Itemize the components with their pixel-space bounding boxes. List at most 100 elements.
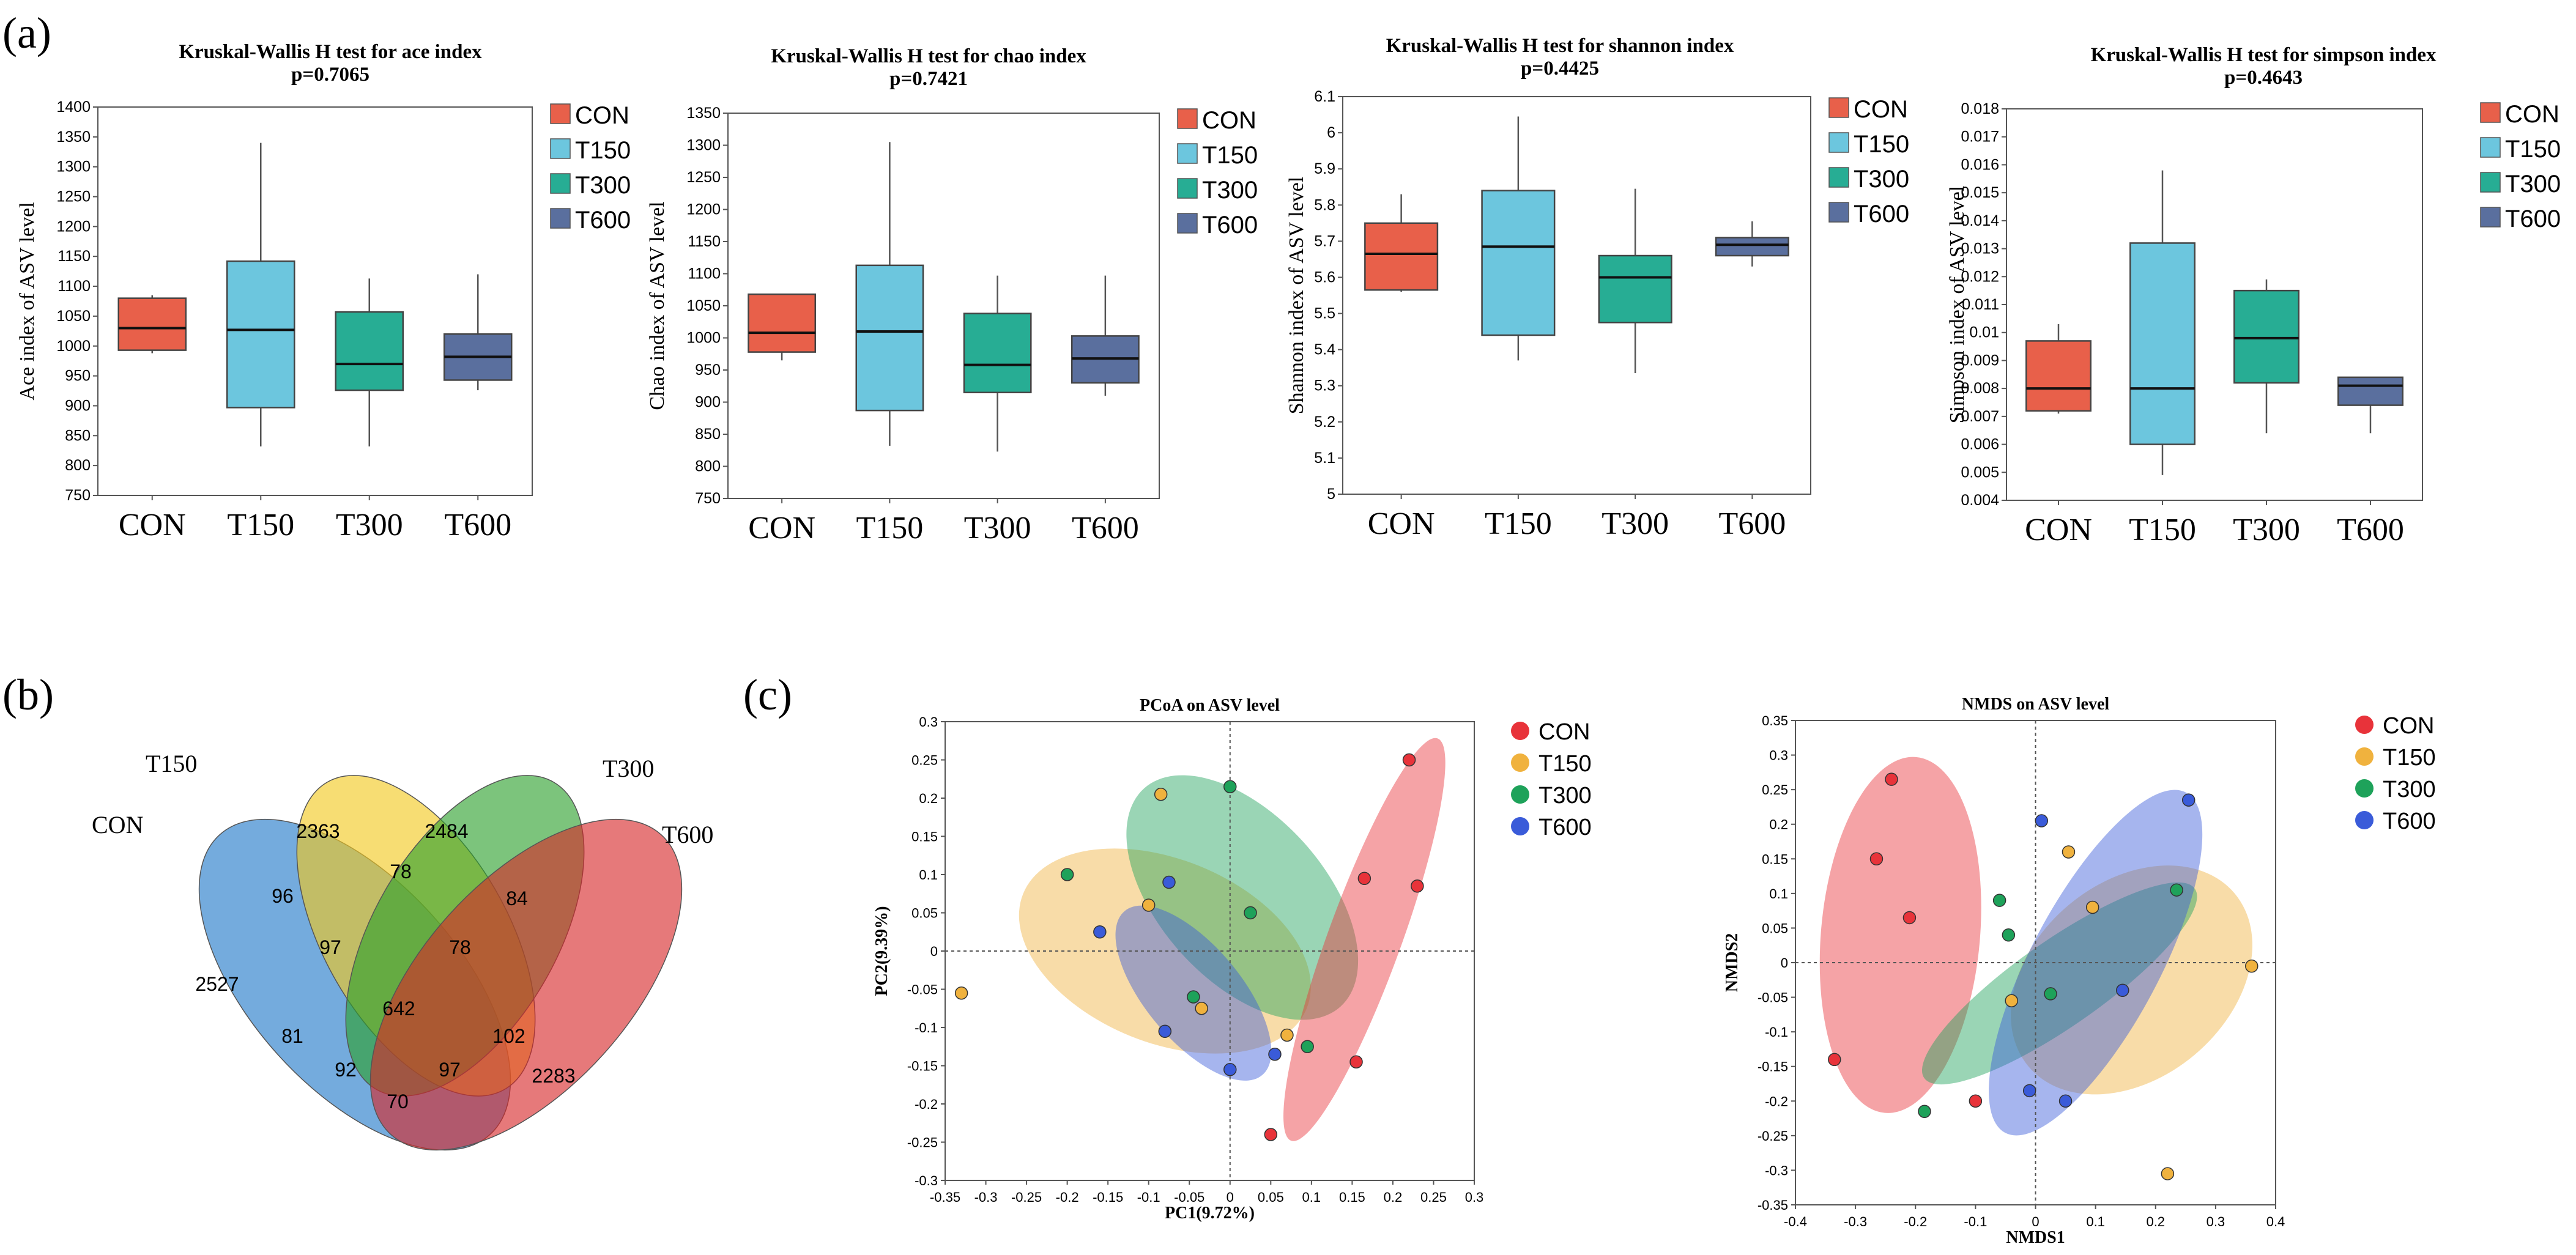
x-tick-label: -0.25	[1011, 1190, 1042, 1205]
x-tick-label: 0.05	[1258, 1190, 1284, 1205]
legend-label: T300	[1854, 166, 1909, 193]
venn-count: 2527	[195, 973, 239, 995]
confidence-ellipse-con	[1283, 738, 1446, 1141]
box-t150	[226, 260, 295, 409]
legend-swatch-con	[2480, 102, 2501, 123]
y-axis-label: PC2(9.39%)	[872, 906, 891, 996]
y-axis-label: Chao index of ASV level	[646, 201, 669, 410]
x-tick-label: T300	[336, 508, 403, 542]
y-tick-label: -0.25	[907, 1135, 938, 1150]
venn-set-label: T600	[662, 821, 713, 848]
y-tick-label: 900	[65, 397, 91, 414]
data-point-t300	[2044, 987, 2057, 1001]
y-tick-label: 1150	[58, 248, 91, 265]
confidence-ellipse-t300	[1921, 882, 2197, 1085]
data-point-t300	[1992, 894, 2006, 907]
chart-title: Kruskal-Wallis H test for chao index	[771, 45, 1086, 67]
x-tick-label: T150	[227, 508, 294, 542]
y-tick-label: 0.05	[1762, 920, 1788, 936]
x-axis-label: NMDS1	[2006, 1228, 2065, 1247]
x-tick-label: -0.2	[1904, 1214, 1927, 1229]
y-tick-label: 800	[65, 457, 91, 474]
legend-swatch-con	[1177, 108, 1198, 129]
x-tick-label: 0.15	[1339, 1190, 1365, 1205]
y-tick-label: 5.7	[1314, 232, 1335, 250]
data-point-t600	[1093, 925, 1107, 939]
data-point-t600	[2058, 1094, 2073, 1108]
chart-title: Kruskal-Wallis H test for ace index	[179, 41, 482, 63]
y-axis-label: NMDS2	[1723, 933, 1742, 992]
y-tick-label: 0.3	[919, 714, 938, 730]
y-tick-label: 750	[695, 490, 721, 507]
data-point-t600	[1162, 875, 1176, 889]
x-tick-label: T150	[856, 511, 923, 546]
legend-label: T600	[1202, 212, 1258, 239]
x-tick-label: -0.3	[974, 1190, 998, 1205]
venn-count: 2484	[425, 820, 468, 842]
y-tick-label: 1000	[56, 338, 91, 355]
legend-label: CON	[575, 102, 629, 129]
legend-marker-t150	[2355, 747, 2374, 766]
y-tick-label: -0.35	[1758, 1198, 1788, 1213]
x-tick-label: CON	[1368, 506, 1435, 541]
y-tick-label: 0.35	[1762, 713, 1788, 728]
y-tick-label: 1250	[56, 188, 91, 205]
legend-marker-con	[1511, 722, 1529, 740]
x-tick-label: T300	[1602, 506, 1669, 541]
box-t300	[335, 311, 404, 391]
legend-marker-t300	[1511, 785, 1529, 804]
y-tick-label: 0.007	[1961, 408, 1999, 425]
legend-swatch-con	[550, 103, 571, 124]
y-tick-label: 0.25	[911, 753, 938, 768]
y-tick-label: 0.1	[919, 867, 938, 883]
data-point-t150	[2062, 845, 2076, 859]
legend-label: CON	[1539, 719, 1590, 745]
y-tick-label: -0.2	[1765, 1094, 1788, 1109]
y-tick-label: 0.005	[1961, 464, 1999, 481]
data-point-t150	[2245, 959, 2259, 973]
y-tick-label: 1050	[686, 297, 721, 314]
x-tick-label: 0.2	[1384, 1190, 1403, 1205]
y-tick-label: 5.8	[1314, 196, 1335, 213]
venn-count: 2363	[296, 820, 340, 842]
x-tick-label: -0.4	[1784, 1214, 1807, 1229]
venn-count: 642	[382, 998, 415, 1020]
legend-swatch-t600	[550, 208, 571, 229]
x-tick-label: 0.3	[1465, 1190, 1484, 1205]
box-con	[748, 293, 817, 353]
nmds-plot: NMDS on ASV level -0.4 -0.3 -0.2 -0.1 0 0.1 0.2…	[1723, 695, 2436, 1247]
data-point-t600	[2181, 793, 2196, 807]
data-point-t150	[1154, 788, 1168, 801]
venn-set-t600	[369, 818, 683, 1151]
venn-set-label: T150	[146, 750, 197, 777]
simpson-index-boxplot: Kruskal-Wallis H test for simpson indexp…	[1946, 44, 2561, 547]
y-axis-label: Ace index of ASV level	[16, 202, 39, 400]
y-tick-label: 0	[1781, 955, 1788, 971]
y-tick-label: -0.3	[1765, 1163, 1788, 1178]
data-point-con	[1264, 1128, 1278, 1141]
legend-swatch-con	[1828, 97, 1849, 118]
y-tick-label: 0.009	[1961, 352, 1999, 369]
panel-label-a: (a)	[2, 9, 51, 57]
y-tick-label: 900	[695, 394, 721, 411]
legend-label: T300	[2505, 171, 2561, 198]
legend-label: T150	[2505, 136, 2561, 163]
y-axis-label: Shannon index of ASV level	[1285, 177, 1308, 414]
legend-label: T150	[1202, 142, 1258, 169]
y-tick-label: 0.008	[1961, 380, 1999, 397]
venn-count: 96	[272, 885, 294, 907]
legend-swatch-t150	[1177, 143, 1198, 164]
legend-swatch-t600	[1828, 202, 1849, 223]
x-tick-label: CON	[119, 508, 186, 542]
box-t300	[2233, 289, 2299, 384]
y-tick-label: 5.9	[1314, 160, 1335, 177]
legend-swatch-t150	[550, 138, 571, 159]
venn-set-label: CON	[92, 811, 143, 839]
y-tick-label: 0.004	[1961, 492, 1999, 509]
box-t300	[1598, 254, 1672, 324]
y-tick-label: 0.015	[1961, 184, 1999, 201]
x-tick-label: T600	[1072, 511, 1139, 546]
chart-title: NMDS on ASV level	[1962, 695, 2110, 714]
venn-count: 78	[390, 861, 412, 883]
confidence-ellipse-t300	[1126, 775, 1359, 1020]
